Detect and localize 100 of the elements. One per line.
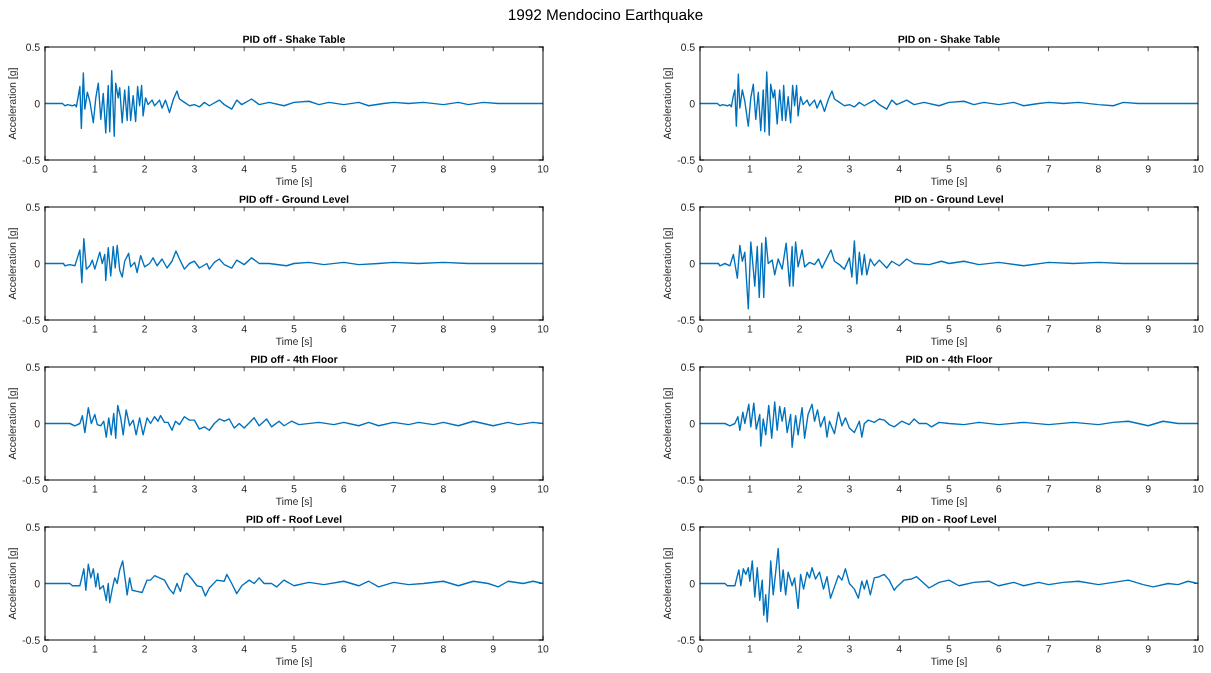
y-tick-label: 0.5 [26,43,40,51]
x-axis-title: Time [s] [930,497,967,508]
x-tick-label: 5 [946,645,952,653]
x-axis-title: Time [s] [275,177,312,188]
x-tick-label: 3 [191,325,197,333]
x-tick-label: 6 [996,325,1002,333]
x-tick-label: 9 [1145,165,1151,173]
y-tick-label: 0.5 [681,523,695,531]
y-tick-label: 0.5 [26,363,40,371]
x-tick-label: 9 [1145,645,1151,653]
x-tick-label: 4 [241,165,247,173]
x-tick-label: 0 [42,645,48,653]
x-tick-label: 5 [946,485,952,493]
x-axis-title: Time [s] [275,657,312,668]
x-tick-label: 3 [846,325,852,333]
x-tick-label: 5 [291,325,297,333]
x-tick-label: 4 [896,165,902,173]
y-axis-title: Acceleration [g] [8,68,19,140]
x-tick-label: 5 [946,165,952,173]
x-tick-label: 6 [341,485,347,493]
x-tick-label: 2 [797,645,802,653]
y-tick-label: -0.5 [677,316,695,324]
y-tick-label: -0.5 [22,316,40,324]
chart-title: PID off - Ground Level [239,195,349,203]
y-tick-label: 0.5 [681,363,695,371]
x-tick-label: 6 [996,645,1002,653]
x-tick-label: 7 [391,325,396,333]
x-axis-title: Time [s] [275,337,312,348]
x-tick-label: 7 [1046,485,1051,493]
x-tick-label: 8 [1095,645,1101,653]
y-tick-label: 0 [34,420,40,428]
y-axis-title: Acceleration [g] [8,388,19,460]
y-axis-title: Acceleration [g] [8,228,19,300]
chart-title: PID on - Ground Level [895,195,1003,203]
x-tick-label: 3 [846,485,852,493]
y-tick-label: -0.5 [22,156,40,164]
y-axis-title: Acceleration [g] [663,228,674,300]
y-tick-label: 0.5 [26,523,40,531]
x-tick-label: 8 [440,325,446,333]
x-tick-label: 6 [996,485,1002,493]
x-tick-label: 3 [846,165,852,173]
y-axis-title: Acceleration [g] [663,68,674,140]
x-tick-label: 8 [1095,165,1101,173]
y-tick-label: -0.5 [22,636,40,644]
x-tick-label: 0 [42,485,48,493]
x-tick-label: 0 [697,485,703,493]
x-tick-label: 9 [490,645,496,653]
y-tick-label: 0 [689,260,695,268]
x-tick-label: 6 [341,645,347,653]
x-tick-label: 8 [440,165,446,173]
chart-title: PID off - Shake Table [243,35,346,43]
y-tick-label: 0.5 [26,203,40,211]
x-tick-label: 7 [1046,645,1051,653]
x-tick-label: 1 [747,645,753,653]
y-axis-title: Acceleration [g] [663,548,674,620]
y-tick-label: 0 [34,260,40,268]
x-tick-label: 7 [391,485,396,493]
x-tick-label: 1 [92,485,98,493]
line-series [45,70,543,137]
x-axis-title: Time [s] [930,177,967,188]
chart-title: PID off - 4th Floor [251,355,338,363]
y-tick-label: 0 [689,420,695,428]
x-axis-title: Time [s] [930,657,967,668]
x-tick-label: 2 [797,165,802,173]
y-axis-title: Acceleration [g] [663,388,674,460]
x-tick-label: 9 [490,165,496,173]
x-tick-label: 3 [191,165,197,173]
x-tick-label: 0 [697,645,703,653]
x-tick-label: 10 [1193,645,1204,653]
chart-title: PID on - Shake Table [898,35,1000,43]
x-tick-label: 0 [697,165,703,173]
text: 1992 Mendocino Earthquake [508,8,703,24]
x-tick-label: 9 [490,325,496,333]
line-series [700,401,1198,448]
line-series [45,560,543,604]
x-tick-label: 2 [142,165,147,173]
x-axis-title: Time [s] [930,337,967,348]
y-tick-label: 0.5 [681,203,695,211]
y-tick-label: 0 [689,580,695,588]
x-tick-label: 4 [241,325,247,333]
x-tick-label: 4 [241,485,247,493]
chart-title: PID on - Roof Level [901,515,997,523]
x-tick-label: 5 [291,485,297,493]
x-tick-label: 5 [946,325,952,333]
line-series [45,404,543,439]
x-tick-label: 4 [896,645,902,653]
x-tick-label: 0 [42,325,48,333]
x-tick-label: 1 [92,165,98,173]
y-tick-label: 0 [34,100,40,108]
x-tick-label: 1 [747,485,753,493]
y-axis-title: Acceleration [g] [8,548,19,620]
x-axis-title: Time [s] [275,497,312,508]
x-tick-label: 10 [538,485,549,493]
x-tick-label: 10 [538,165,549,173]
x-tick-label: 9 [1145,485,1151,493]
x-tick-label: 7 [391,645,396,653]
x-tick-label: 5 [291,165,297,173]
x-tick-label: 2 [797,485,802,493]
x-tick-label: 9 [1145,325,1151,333]
y-tick-label: 0 [34,580,40,588]
